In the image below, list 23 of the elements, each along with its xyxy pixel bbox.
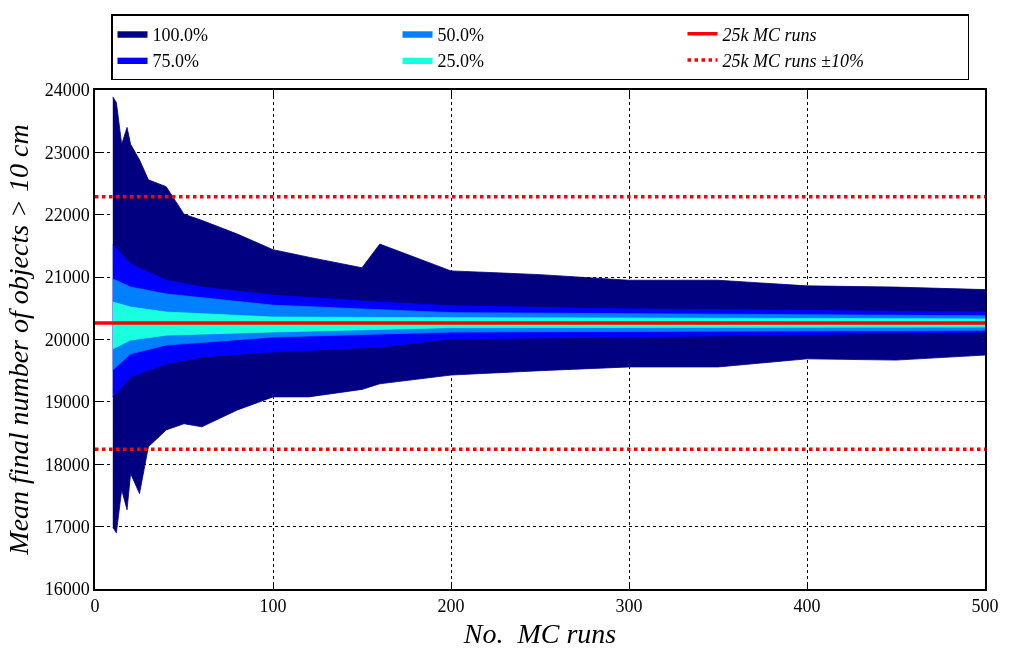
y-tick-label: 20000 — [44, 329, 90, 350]
y-tick-label: 16000 — [44, 579, 90, 600]
legend-label: 25.0% — [437, 51, 484, 72]
y-axis-title: Mean final number of objects > 10 cm — [2, 124, 34, 556]
legend-label: 75.0% — [152, 51, 199, 72]
legend-label: 100.0% — [152, 24, 208, 45]
x-tick-label: 300 — [615, 596, 643, 617]
legend-label: 25k MC runs — [722, 24, 817, 45]
y-tick-label: 18000 — [44, 454, 90, 475]
y-tick-label: 22000 — [44, 205, 90, 226]
x-tick-label: 400 — [793, 596, 821, 617]
x-axis-title: No. MC runs — [462, 617, 617, 649]
y-tick-label: 21000 — [44, 267, 90, 288]
legend-label: 25k MC runs ±10% — [722, 51, 864, 72]
legend-label: 50.0% — [437, 24, 484, 45]
y-tick-label: 19000 — [44, 392, 90, 413]
y-tick-label: 24000 — [44, 80, 90, 101]
y-tick-label: 23000 — [44, 142, 90, 163]
x-tick-label: 0 — [90, 596, 100, 617]
x-tick-label: 500 — [971, 596, 999, 617]
y-tick-label: 17000 — [44, 516, 90, 537]
x-tick-label: 200 — [437, 596, 465, 617]
x-tick-label: 100 — [259, 596, 287, 617]
